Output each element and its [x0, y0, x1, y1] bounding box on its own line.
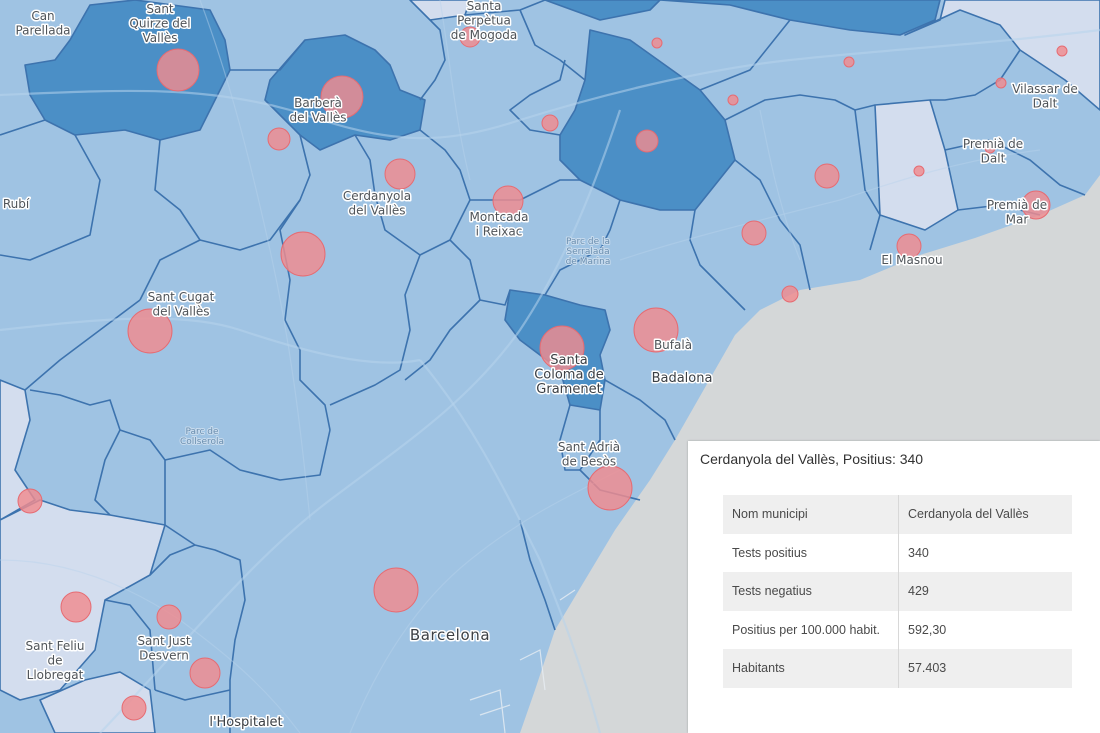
- place-labels: Can Parellada Sant Quirze del Vallès Santa P…: [1, 0, 1079, 732]
- place-label-bufala: Bufalà: [654, 338, 692, 352]
- bubble-teia[interactable]: [913, 165, 925, 177]
- bubble-premia-de-dalt[interactable]: [984, 142, 996, 154]
- table-row: Nom municipi Cerdanyola del Vallès: [723, 495, 1072, 534]
- bubble-la-llagosta[interactable]: [635, 129, 659, 153]
- feature-popup[interactable]: Cerdanyola del Vallès, Positius: 340 Nom…: [688, 441, 1100, 733]
- table-row: Tests negatius 429: [723, 572, 1072, 611]
- bubble-premia-de-mar[interactable]: [1021, 190, 1051, 220]
- bubble-barbera[interactable]: [320, 75, 364, 119]
- bubble-montcada[interactable]: [492, 185, 524, 217]
- place-label-barbera: Barberà del Vallès: [289, 96, 346, 125]
- bubble-barcelona[interactable]: [373, 567, 419, 613]
- bubble-ripollet[interactable]: [541, 114, 559, 132]
- place-label-sant-feliu: Sant Feliu de Llobregat: [26, 639, 85, 682]
- bubble-badia[interactable]: [267, 127, 291, 151]
- attribute-table: Nom municipi Cerdanyola del Vallès Tests…: [723, 495, 1072, 688]
- attribute-value: 592,30: [898, 610, 1072, 649]
- positive-cases-bubbles: [17, 26, 1068, 721]
- place-label-santa-perpetua: Santa Perpètua de Mogoda: [451, 0, 517, 42]
- place-label-can-parellada: Can Parellada: [15, 9, 70, 38]
- popup-title: Cerdanyola del Vallès, Positius: 340: [700, 451, 924, 467]
- bubble-alella[interactable]: [814, 163, 840, 189]
- bubble-montgat-area[interactable]: [727, 94, 739, 106]
- attribute-key: Tests positius: [723, 533, 899, 572]
- bubble-vilassar[interactable]: [843, 56, 855, 68]
- bubble-santa-perpetua[interactable]: [459, 26, 481, 48]
- bubble-sant-joan-despi[interactable]: [121, 695, 147, 721]
- bubble-el-masnou[interactable]: [896, 233, 922, 259]
- bubble-sant-feliu[interactable]: [60, 591, 92, 623]
- attribute-value: 57.403: [898, 649, 1072, 688]
- place-label-hospitalet: l'Hospitalet: [209, 715, 282, 730]
- bubble-sant-just[interactable]: [156, 604, 182, 630]
- place-label-santa-coloma: Santa Coloma de Gramenet: [534, 353, 604, 397]
- bubble-tiana[interactable]: [741, 220, 767, 246]
- park-label-collserola: Parc de Collserola: [180, 427, 224, 447]
- place-label-montcada: Montcada i Reixac: [470, 210, 529, 239]
- place-label-barcelona: Barcelona: [410, 626, 490, 644]
- attribute-value: 340: [898, 533, 1072, 572]
- table-row: Tests positius 340: [723, 533, 1072, 572]
- place-label-sant-cugat: Sant Cugat del Vallès: [148, 290, 215, 319]
- place-label-sant-just: Sant Just Desvern: [137, 634, 190, 663]
- place-label-premia-de-dalt: Premià de Dalt: [963, 137, 1023, 166]
- park-label-serralada-de-marina: Parc de la Serralada de Marina: [566, 237, 611, 267]
- table-row: Habitants 57.403: [723, 649, 1072, 688]
- attribute-key: Nom municipi: [723, 495, 899, 534]
- bubble-sant-cugat-north[interactable]: [280, 231, 326, 277]
- bubble-montgat[interactable]: [781, 285, 799, 303]
- bubble-martorelles[interactable]: [651, 37, 663, 49]
- attribute-key: Tests negatius: [723, 572, 899, 611]
- place-label-el-masnou: El Masnou: [881, 253, 942, 267]
- bubble-sant-cugat[interactable]: [127, 308, 173, 354]
- place-label-sant-adria: Sant Adrià de Besòs: [558, 440, 620, 469]
- table-row: Positius per 100.000 habit. 592,30: [723, 610, 1072, 649]
- place-label-cerdanyola: Cerdanyola del Vallès: [343, 189, 411, 218]
- attribute-key: Habitants: [723, 649, 899, 688]
- place-label-sant-quirze: Sant Quirze del Vallès: [129, 2, 190, 45]
- bubble-badalona[interactable]: [633, 307, 679, 353]
- bubble-sant-adria[interactable]: [587, 465, 633, 511]
- bubble-santa-coloma[interactable]: [539, 325, 585, 371]
- attribute-value: 429: [898, 572, 1072, 611]
- place-label-premia-de-mar: Premià de Mar: [987, 198, 1047, 227]
- bubble-vilassar-de-dalt[interactable]: [995, 77, 1007, 89]
- place-label-rubi: Rubí: [3, 197, 30, 211]
- bubble-molins[interactable]: [17, 488, 43, 514]
- bubble-sant-quirze[interactable]: [156, 48, 200, 92]
- bubble-cabrils[interactable]: [1056, 45, 1068, 57]
- bubble-cerdanyola[interactable]: [384, 158, 416, 190]
- place-label-badalona: Badalona: [652, 371, 713, 386]
- high-incidence-areas: [24, 0, 941, 411]
- place-label-vilassar-de-dalt: Vilassar de Dalt: [1012, 82, 1078, 111]
- bubble-esplugues[interactable]: [189, 657, 221, 689]
- attribute-value: Cerdanyola del Vallès: [898, 495, 1072, 534]
- port-structures: [469, 589, 576, 733]
- attribute-key: Positius per 100.000 habit.: [723, 610, 899, 649]
